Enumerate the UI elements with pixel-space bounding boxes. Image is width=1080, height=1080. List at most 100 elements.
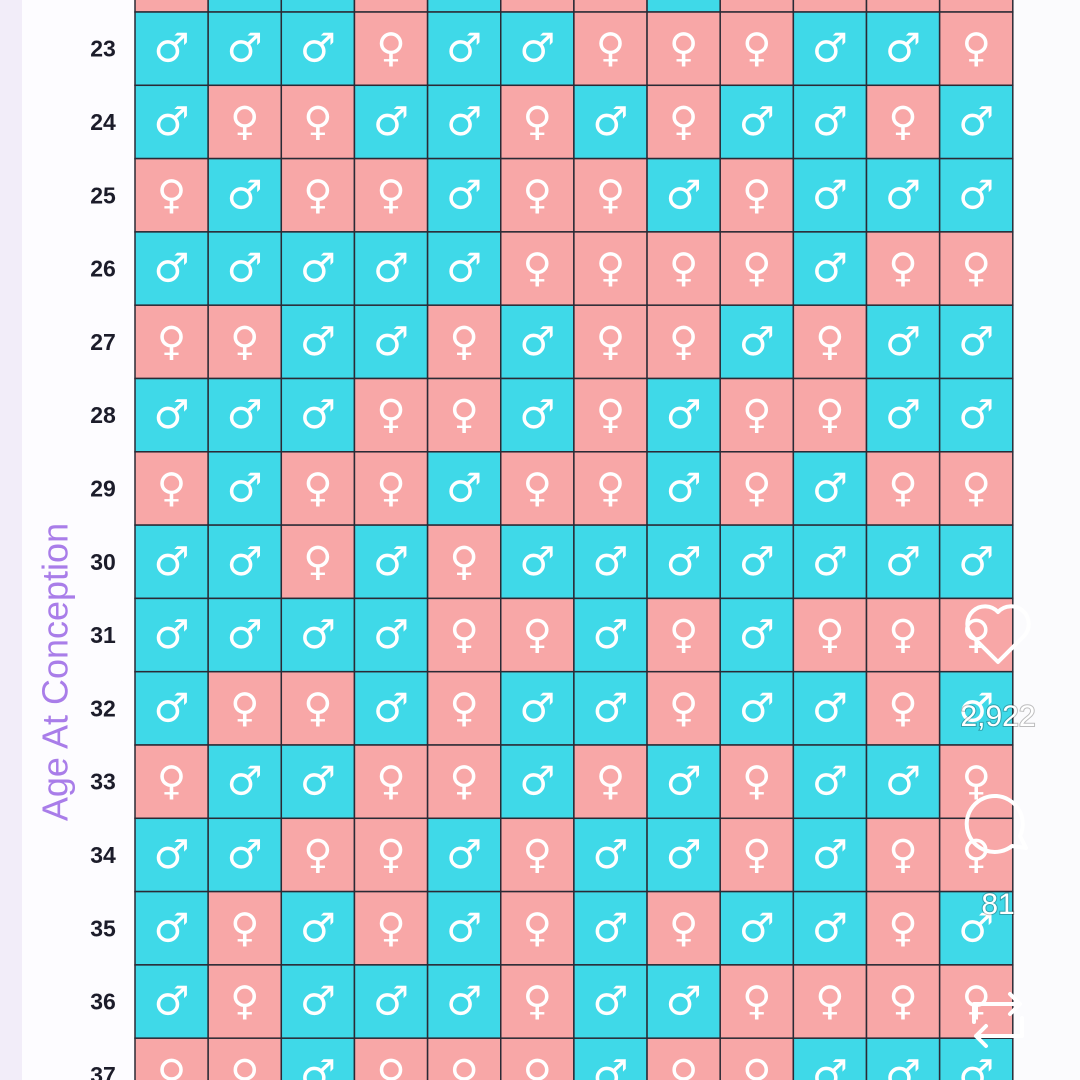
gender-symbol: ♂: [812, 246, 848, 292]
gender-symbol: ♀: [450, 539, 479, 585]
gender-symbol: ♀: [669, 685, 698, 731]
cell-partial: [938, 0, 1014, 13]
cell: [792, 231, 868, 306]
gender-symbol: ♂: [446, 979, 482, 1025]
gender-symbol: ♂: [446, 465, 482, 511]
cell: [573, 231, 648, 306]
age-label: 28: [90, 402, 116, 428]
cell: [280, 11, 356, 87]
cell: [938, 84, 1014, 160]
side-strip: [0, 0, 22, 1080]
repost-button[interactable]: [972, 992, 1024, 1048]
gender-symbol: ♂: [300, 759, 336, 805]
cell: [792, 11, 868, 87]
gender-symbol: ♀: [523, 832, 552, 878]
like-count: 2,922: [960, 700, 1035, 733]
cell: [646, 817, 721, 893]
cell: [353, 231, 429, 306]
cell: [353, 451, 429, 526]
gender-symbol: ♂: [666, 172, 702, 218]
gender-symbol: ♀: [157, 1052, 186, 1080]
repost-arrow-top[interactable]: [972, 992, 1022, 1024]
comment-icon[interactable]: [964, 793, 1028, 854]
gender-symbol: ♀: [888, 465, 917, 511]
cell: [500, 964, 575, 1039]
cell: [865, 744, 941, 820]
cell: [719, 231, 795, 306]
gender-symbol: ♀: [962, 979, 991, 1025]
gender-symbol: ♂: [666, 832, 702, 878]
like-button[interactable]: [965, 604, 1031, 664]
repost-arrow-bottom[interactable]: [974, 1016, 1024, 1048]
cell: [134, 670, 209, 746]
gender-symbol: ♀: [815, 612, 844, 658]
heart-icon[interactable]: [965, 604, 1031, 664]
cell: [353, 84, 429, 160]
cell: [646, 597, 721, 673]
cell: [792, 84, 868, 160]
gender-symbol: ♂: [300, 1052, 336, 1080]
cell-partial: [426, 0, 502, 13]
cell: [353, 890, 429, 966]
cell: [865, 451, 941, 526]
gender-symbol: ♂: [519, 539, 555, 585]
gender-symbol: ♂: [666, 979, 702, 1025]
gender-symbol: ♂: [958, 99, 994, 145]
gender-symbol: ♂: [958, 172, 994, 218]
gender-symbol: ♀: [376, 465, 405, 511]
cell: [865, 817, 941, 893]
gender-symbol: ♂: [593, 832, 629, 878]
gender-symbol: ♀: [815, 319, 844, 365]
cell: [426, 670, 502, 746]
cell: [426, 1037, 502, 1080]
gender-symbol: ♀: [888, 979, 917, 1025]
gender-symbol: ♀: [596, 172, 625, 218]
cell: [646, 84, 721, 160]
age-label: 32: [90, 695, 116, 721]
gender-symbol: ♀: [303, 172, 332, 218]
gender-symbol: ♀: [303, 832, 332, 878]
gender-symbol: ♂: [885, 319, 921, 365]
cell: [134, 231, 209, 306]
gender-symbol: ♂: [446, 246, 482, 292]
gender-symbol: ♀: [742, 1052, 771, 1080]
gender-symbol: ♂: [958, 392, 994, 438]
cell: [280, 304, 356, 380]
gender-symbol: ♂: [373, 685, 409, 731]
cell: [280, 1037, 356, 1080]
gender-symbol: ♂: [154, 26, 190, 72]
cell-partial: [500, 0, 575, 13]
age-label: 33: [90, 769, 116, 795]
cell: [500, 744, 575, 820]
cell: [280, 451, 356, 526]
cell-partial: [134, 0, 209, 13]
cell-partial: [719, 0, 795, 13]
cell: [280, 744, 356, 820]
gender-symbol: ♀: [596, 465, 625, 511]
gender-symbol: ♂: [300, 392, 336, 438]
gender-symbol: ♂: [227, 832, 263, 878]
gender-symbol: ♀: [888, 905, 917, 951]
gender-symbol: ♀: [815, 979, 844, 1025]
cell: [573, 377, 648, 453]
cell: [865, 524, 941, 600]
cell: [426, 304, 502, 380]
cell: [719, 744, 795, 820]
cell: [500, 670, 575, 746]
age-label: 36: [90, 989, 116, 1015]
gender-symbol: ♀: [669, 26, 698, 72]
gender-symbol: ♀: [596, 26, 625, 72]
gender-symbol: ♂: [885, 539, 921, 585]
gender-symbol: ♀: [230, 319, 259, 365]
cell: [280, 670, 356, 746]
gender-symbol: ♂: [739, 539, 775, 585]
gender-symbol: ♀: [303, 465, 332, 511]
gender-symbol: ♂: [812, 465, 848, 511]
cell: [719, 597, 795, 673]
gender-symbol: ♀: [450, 759, 479, 805]
cell-partial: [792, 0, 868, 13]
gender-symbol: ♂: [519, 759, 555, 805]
comment-button[interactable]: [964, 793, 1028, 854]
gender-symbol: ♂: [812, 759, 848, 805]
cell: [500, 84, 575, 160]
